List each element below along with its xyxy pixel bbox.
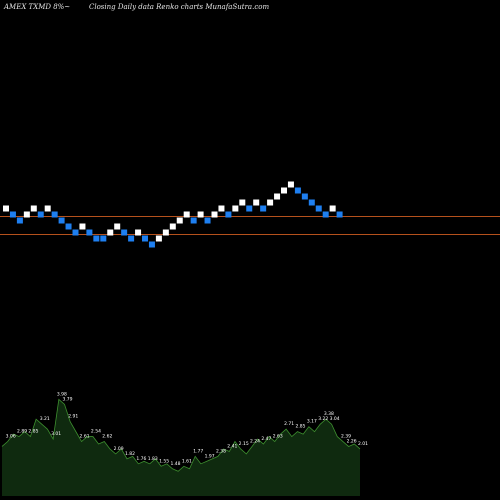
reference-lines — [0, 216, 500, 235]
volume-value-label: 2.39 — [341, 434, 351, 440]
renko-brick — [322, 211, 329, 218]
renko-brick — [23, 211, 30, 218]
volume-value-label: 1.82 — [125, 451, 135, 457]
renko-brick — [232, 205, 239, 212]
volume-value-label: 2.89 — [17, 429, 27, 435]
renko-brick — [37, 211, 44, 218]
volume-value-label: 2.54 — [91, 429, 101, 435]
volume-value-label: 2.85 — [28, 429, 38, 435]
chart-symbol-label: AMEX TXMD 8%~ — [3, 3, 70, 11]
renko-brick — [114, 223, 121, 230]
volume-value-label: 2.26 — [347, 438, 357, 444]
renko-brick — [211, 211, 218, 218]
volume-value-label: 2.38 — [216, 448, 226, 454]
renko-brick — [86, 229, 93, 236]
volume-value-label: 3.79 — [63, 396, 73, 402]
renko-brick — [274, 193, 281, 200]
renko-brick — [218, 205, 225, 212]
volume-value-label: 1.48 — [170, 461, 180, 467]
volume-value-label: 3.21 — [40, 416, 50, 422]
volume-value-label: 3.38 — [324, 411, 334, 417]
renko-brick — [100, 235, 107, 242]
volume-value-label: 2.24 — [250, 438, 260, 444]
volume-value-label: 2.85 — [295, 424, 305, 430]
volume-value-label: 3.17 — [307, 419, 317, 425]
renko-brick — [72, 229, 79, 236]
renko-brick — [315, 205, 322, 212]
renko-brick — [281, 187, 287, 194]
volume-value-label: 2.15 — [239, 441, 249, 447]
renko-brick — [308, 199, 315, 206]
renko-brick — [3, 205, 9, 212]
volume-value-label: 1.55 — [159, 458, 169, 464]
volume-value-label: 1.83 — [148, 456, 158, 462]
renko-brick — [329, 205, 336, 212]
volume-value-label: 2.09 — [114, 446, 124, 452]
renko-brick — [294, 187, 301, 194]
renko-brick — [225, 211, 232, 218]
renko-brick — [169, 223, 176, 230]
renko-brick — [148, 241, 155, 248]
chart-caption: Closing Daily data Renko charts MunafaSu… — [89, 3, 269, 11]
renko-brick — [260, 205, 267, 212]
renko-brick — [135, 229, 142, 236]
volume-line — [1, 398, 361, 472]
renko-brick — [128, 235, 135, 242]
renko-brick — [197, 211, 204, 218]
volume-value-label: 2.91 — [68, 414, 78, 420]
renko-brick — [79, 223, 86, 230]
renko-brick — [287, 181, 294, 188]
renko-brick — [301, 193, 308, 200]
renko-brick — [51, 211, 58, 218]
renko-brick — [107, 229, 114, 236]
renko-brick — [267, 199, 274, 206]
renko-brick — [253, 199, 260, 206]
volume-value-label: 3.04 — [330, 416, 340, 422]
renko-brick — [9, 211, 16, 218]
renko-brick — [93, 235, 100, 242]
volume-area — [2, 399, 360, 496]
volume-value-label: 1.61 — [182, 458, 192, 464]
volume-value-label: 2.61 — [80, 434, 90, 440]
volume-value-label: 3.06 — [6, 434, 16, 440]
volume-value-label: 2.62 — [102, 434, 112, 440]
renko-brick — [162, 229, 169, 236]
volume-value-label: 1.97 — [205, 453, 215, 459]
volume-value-label: 2.63 — [273, 434, 283, 440]
renko-brick — [190, 217, 197, 224]
renko-brick — [58, 217, 65, 224]
renko-brick — [16, 217, 23, 224]
volume-value-label: 2.71 — [284, 421, 294, 427]
renko-brick — [246, 205, 253, 212]
volume-value-label: 2.01 — [358, 441, 368, 447]
volume-value-label: 3.98 — [57, 391, 67, 397]
volume-value-label: 3.01 — [51, 431, 61, 437]
renko-brick — [204, 217, 211, 224]
volume-value-label: 2.47 — [261, 436, 271, 442]
volume-value-label: 1.76 — [136, 456, 146, 462]
volume-value-label: 1.77 — [193, 448, 203, 454]
volume-value-label: 2.41 — [227, 443, 237, 449]
renko-brick — [30, 205, 37, 212]
renko-brick — [155, 235, 162, 242]
renko-brick — [176, 217, 183, 224]
renko-brick — [65, 223, 72, 230]
renko-bricks — [3, 181, 343, 248]
renko-brick — [44, 205, 51, 212]
renko-brick — [239, 199, 246, 206]
renko-brick — [121, 229, 128, 236]
renko-brick — [142, 235, 148, 242]
volume-value-label: 3.22 — [318, 416, 328, 422]
renko-brick — [183, 211, 190, 218]
volume-panel: 3.062.89 2.853.213.013.983.792.912.612.54… — [1, 391, 368, 496]
renko-brick — [336, 211, 343, 218]
